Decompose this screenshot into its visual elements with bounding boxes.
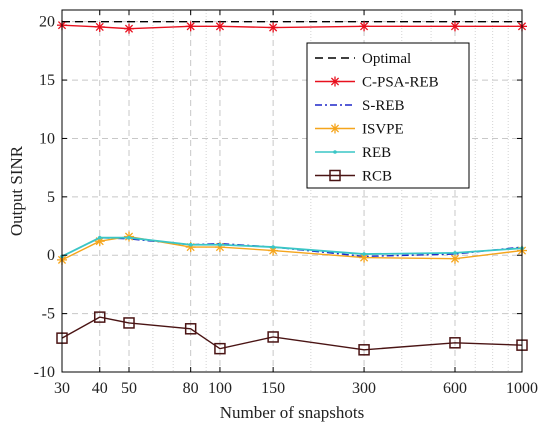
legend-label: Optimal bbox=[362, 51, 411, 67]
data-point bbox=[358, 344, 370, 356]
legend-entry: REB bbox=[315, 145, 391, 161]
data-point bbox=[214, 21, 225, 32]
x-tick-label: 150 bbox=[261, 380, 285, 397]
star-stroke bbox=[330, 77, 340, 86]
data-point bbox=[97, 235, 102, 240]
legend-marker bbox=[330, 123, 340, 134]
legend-box bbox=[306, 42, 470, 189]
legend: Optimal C-PSA-REB S-REB ISVPE REB RCB bbox=[306, 42, 470, 189]
data-point bbox=[188, 242, 193, 247]
y-tick-label: -10 bbox=[34, 364, 55, 381]
series-reb bbox=[60, 235, 524, 259]
x-tick-label: 600 bbox=[443, 380, 467, 397]
data-point bbox=[449, 337, 461, 349]
data-point bbox=[271, 245, 275, 249]
y-tick-label: 10 bbox=[39, 130, 55, 147]
star-stroke bbox=[95, 237, 104, 246]
axis-ticks: 30 40 50 80 100 150 300 600 1000 -10 -5 0 5 10 15 20 bbox=[34, 10, 538, 397]
legend-marker bbox=[333, 150, 337, 154]
legend-label: C-PSA-REB bbox=[362, 75, 439, 91]
y-tick-label: 20 bbox=[39, 14, 55, 31]
y-tick-label: 0 bbox=[47, 247, 55, 264]
x-tick-label: 50 bbox=[121, 380, 137, 397]
y-tick-label: 15 bbox=[39, 72, 55, 89]
legend-marker bbox=[329, 169, 341, 182]
data-point bbox=[268, 22, 279, 33]
star-stroke bbox=[186, 22, 195, 31]
star-stroke bbox=[215, 22, 225, 31]
legend-entry: ISVPE bbox=[315, 122, 404, 138]
data-point bbox=[218, 242, 222, 247]
y-tick-label: -5 bbox=[42, 306, 55, 323]
star-stroke bbox=[450, 22, 460, 31]
star-stroke bbox=[269, 246, 278, 255]
legend-entry: S-REB bbox=[315, 98, 405, 114]
legend-entry: Optimal bbox=[315, 51, 411, 67]
x-axis-label: Number of snapshots bbox=[220, 403, 364, 422]
data-point bbox=[449, 253, 460, 264]
data-point bbox=[453, 251, 457, 255]
x-tick-label: 300 bbox=[352, 380, 376, 397]
x-tick-label: 40 bbox=[92, 380, 108, 397]
legend-entry: RCB bbox=[315, 169, 392, 185]
data-point bbox=[184, 323, 197, 335]
x-tick-label: 1000 bbox=[506, 380, 538, 397]
star-stroke bbox=[330, 124, 340, 133]
star-stroke bbox=[359, 253, 369, 262]
legend-label: REB bbox=[362, 145, 391, 161]
data-point bbox=[362, 252, 366, 256]
data-point bbox=[123, 317, 135, 329]
plot-frame bbox=[61, 9, 523, 373]
y-axis-label: Output SINR bbox=[7, 145, 26, 236]
star-stroke bbox=[124, 24, 134, 33]
star-stroke bbox=[450, 254, 460, 263]
data-point bbox=[214, 342, 226, 355]
series-line bbox=[61, 316, 523, 351]
data-point bbox=[127, 235, 131, 240]
data-point bbox=[267, 331, 279, 343]
data-point bbox=[185, 21, 196, 32]
data-point bbox=[449, 21, 460, 32]
data-point bbox=[93, 311, 106, 323]
x-tick-label: 80 bbox=[183, 380, 199, 397]
legend-label: ISVPE bbox=[362, 122, 404, 138]
star-stroke bbox=[95, 22, 104, 31]
legend-label: S-REB bbox=[362, 98, 405, 114]
x-tick-label: 100 bbox=[208, 380, 232, 397]
x-tick-label: 30 bbox=[54, 380, 70, 397]
star-stroke bbox=[359, 22, 369, 31]
star-stroke bbox=[269, 23, 278, 32]
data-point bbox=[359, 21, 370, 32]
data-point bbox=[94, 21, 105, 32]
legend-label: RCB bbox=[362, 169, 392, 185]
legend-marker bbox=[330, 76, 340, 87]
legend-entry: C-PSA-REB bbox=[315, 75, 439, 91]
data-point bbox=[124, 23, 135, 34]
y-tick-label: 5 bbox=[47, 189, 55, 206]
